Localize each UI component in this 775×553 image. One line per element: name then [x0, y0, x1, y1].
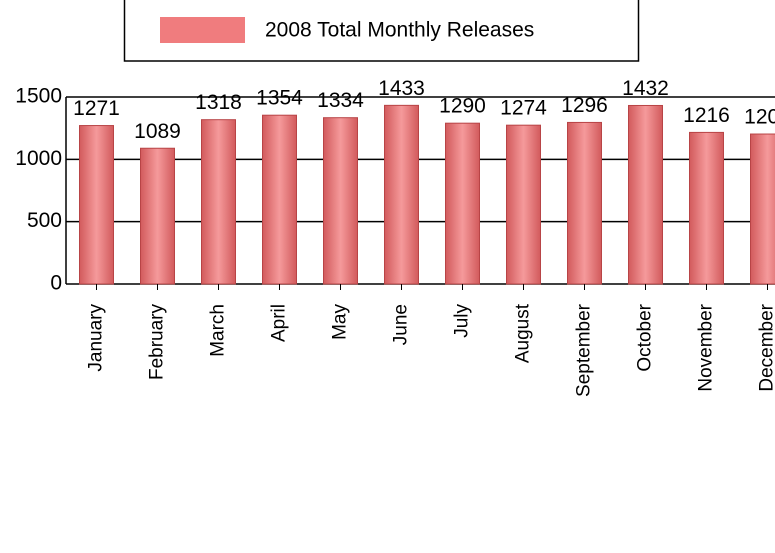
legend-swatch: [160, 17, 245, 43]
value-label: 1271: [73, 97, 120, 120]
bar: [201, 119, 236, 285]
value-label: 1089: [134, 120, 181, 143]
bar: [506, 124, 541, 285]
bar: [140, 147, 175, 285]
x-tick-label: September: [574, 303, 595, 397]
y-tick-label: 0: [50, 272, 62, 295]
value-label: 1216: [683, 104, 730, 127]
bar: [689, 131, 724, 285]
value-label: 1354: [256, 87, 303, 110]
x-tick-label: July: [452, 304, 473, 338]
y-tick-label: 1500: [15, 85, 62, 108]
bar: [567, 121, 602, 285]
legend-label: 2008 Total Monthly Releases: [265, 19, 534, 42]
bar: [262, 114, 297, 285]
x-tick-label: April: [269, 304, 290, 342]
bar: [628, 104, 663, 285]
value-label: 1318: [195, 91, 242, 114]
value-label: 1334: [317, 89, 364, 112]
value-label: 1274: [500, 97, 547, 120]
x-tick-label: January: [86, 304, 107, 372]
bar: [750, 133, 775, 285]
x-tick-label: June: [391, 304, 412, 345]
x-tick-label: December: [757, 303, 775, 391]
value-label: 1433: [378, 77, 425, 100]
bar: [323, 117, 358, 285]
bar: [384, 104, 419, 285]
value-label: 1296: [561, 94, 608, 117]
value-label: 1290: [439, 95, 486, 118]
x-tick-label: May: [330, 304, 351, 340]
x-tick-label: November: [696, 303, 717, 391]
bar: [79, 125, 114, 285]
x-tick-label: March: [208, 304, 229, 357]
value-label: 1203: [744, 106, 775, 129]
bar: [445, 122, 480, 285]
value-label: 1432: [622, 77, 669, 100]
x-tick-label: February: [147, 304, 168, 381]
x-tick-label: October: [635, 303, 656, 371]
y-tick-label: 500: [27, 209, 62, 232]
x-tick-label: August: [513, 303, 534, 363]
y-tick-label: 1000: [15, 147, 62, 170]
